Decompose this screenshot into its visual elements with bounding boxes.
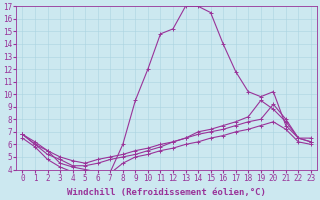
X-axis label: Windchill (Refroidissement éolien,°C): Windchill (Refroidissement éolien,°C) (67, 188, 266, 197)
